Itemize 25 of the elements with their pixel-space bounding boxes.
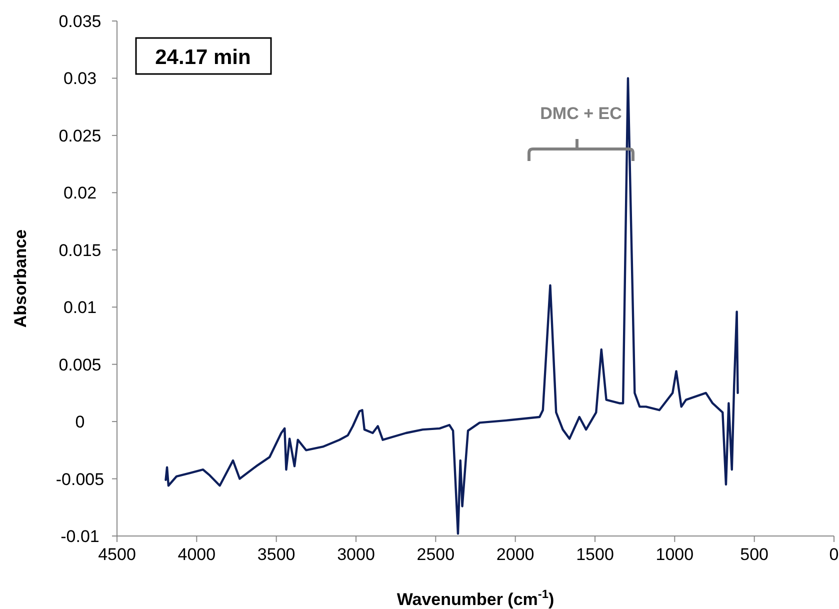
y-tick-label: 0.03 xyxy=(63,69,97,88)
y-tick-label: -0.01 xyxy=(60,527,100,546)
annotation: DMC + EC xyxy=(540,104,622,123)
line-series xyxy=(164,77,739,535)
y-tick-label: 0.035 xyxy=(58,12,102,31)
y-tick-label: 0.025 xyxy=(58,126,102,146)
y-tick-label: -0.005 xyxy=(56,470,104,489)
x-axis-title: Wavenumber (cm$^{-1}$) xyxy=(396,587,554,609)
y-tick-label: 0.02 xyxy=(63,184,97,203)
y-axis-title: Absorbance xyxy=(11,229,30,328)
x-tick-label: 4500 xyxy=(98,545,136,564)
y-tick-label: 0 xyxy=(75,412,85,432)
y-tick-label: 0.01 xyxy=(63,298,97,318)
y-tick-label: 0.015 xyxy=(58,240,102,260)
x-tick-label: 1000 xyxy=(656,545,694,564)
x-tick-label: 2500 xyxy=(416,545,455,564)
y-tick-label: 0.005 xyxy=(58,355,102,374)
x-tick-label: 500 xyxy=(740,545,769,564)
x-tick-label: 4000 xyxy=(178,545,216,564)
x-tick-label: 1500 xyxy=(576,545,614,564)
x-tick-label: 0 xyxy=(829,545,839,564)
x-tick-label: 3500 xyxy=(257,545,296,564)
x-tick-label: 2000 xyxy=(496,545,534,564)
text: 24.17 min xyxy=(155,46,251,69)
x-tick-label: 3000 xyxy=(337,545,375,564)
